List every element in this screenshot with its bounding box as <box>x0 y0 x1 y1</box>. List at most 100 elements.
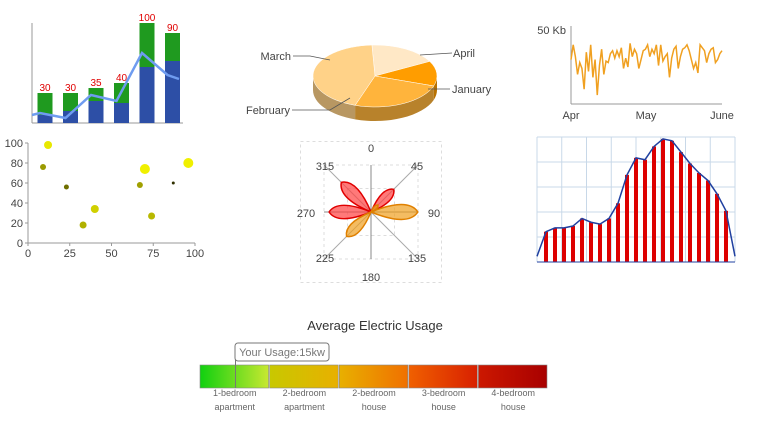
pie-slice <box>312 44 376 106</box>
gauge-segment-label: 2-bedroom <box>283 388 327 398</box>
gauge-title: Average Electric Usage <box>307 318 443 333</box>
bar-total-label: 30 <box>39 83 51 94</box>
pie-chart: April January February March <box>246 44 492 121</box>
area-bar <box>688 163 692 262</box>
scatter-point <box>183 158 194 168</box>
scatter-point <box>148 212 156 220</box>
pie-leader-line <box>293 55 331 61</box>
x-tick-label: 25 <box>64 248 76 260</box>
area-bar <box>706 180 710 262</box>
x-tick-label: May <box>636 110 657 122</box>
gauge-segment <box>338 364 409 389</box>
traffic-line-chart: 50 Kb Apr May June <box>537 25 734 122</box>
x-tick-label: 50 <box>105 248 117 260</box>
angle-label: 0 <box>368 143 374 155</box>
radar-chart: 0 45 90 135 180 225 270 315 <box>297 141 442 284</box>
stacked-bar-chart: 30 30 35 40 100 90 <box>31 13 183 124</box>
electric-usage-gauge: Average Electric Usage 1-bedroom apartmen… <box>199 318 548 412</box>
area-bar <box>562 227 566 262</box>
bar-total-label: 100 <box>139 13 156 24</box>
pie-slice-label: February <box>246 105 291 117</box>
scatter-point <box>90 205 99 213</box>
pie-slice-label: March <box>260 51 291 63</box>
pie-slice-label: April <box>453 48 475 60</box>
area-bar <box>661 138 665 262</box>
gauge-segment-label: 4-bedroom <box>491 388 535 398</box>
x-tick-label: June <box>710 110 734 122</box>
area-bar <box>553 227 557 262</box>
radar-petal <box>368 203 419 221</box>
area-bar <box>697 172 701 262</box>
y-tick-label: 80 <box>11 158 23 170</box>
area-bar <box>715 193 719 262</box>
area-bar <box>598 224 602 262</box>
angle-label: 135 <box>408 253 426 265</box>
gauge-segment-label: house <box>362 402 387 412</box>
scatter-point <box>44 141 53 149</box>
gauge-segment-label: house <box>431 402 456 412</box>
area-bar <box>643 159 647 262</box>
bar-segment <box>63 93 78 111</box>
x-tick-label: Apr <box>562 110 579 122</box>
angle-label: 90 <box>428 208 440 220</box>
bar-segment <box>37 93 53 115</box>
radar-petal <box>340 181 373 214</box>
gauge-segment-label: 2-bedroom <box>352 388 396 398</box>
area-bar <box>652 146 656 262</box>
y-tick-label: 50 Kb <box>537 25 566 37</box>
scatter-point <box>136 182 143 188</box>
pie-slice <box>354 75 435 108</box>
area-bar <box>724 210 728 262</box>
y-tick-label: 20 <box>11 218 23 230</box>
gauge-segment <box>269 364 339 389</box>
radar-petal <box>328 204 374 220</box>
trend-line <box>31 51 180 120</box>
area-bar <box>544 231 548 262</box>
bar-segment <box>63 111 78 123</box>
gauge-tooltip: Your Usage:15kw <box>239 347 325 359</box>
area-line <box>536 138 736 257</box>
radar-petal <box>345 210 373 238</box>
gauge-segment <box>199 364 269 389</box>
scatter-point <box>63 184 69 190</box>
y-tick-label: 60 <box>11 178 23 190</box>
y-tick-label: 0 <box>17 238 23 250</box>
traffic-line <box>570 42 723 96</box>
area-bar <box>607 218 611 262</box>
scatter-point <box>40 164 47 170</box>
bar-segment <box>37 115 53 123</box>
scatter-point <box>79 221 87 229</box>
gauge-segment-label: 3-bedroom <box>422 388 466 398</box>
pie-slice <box>371 44 431 77</box>
bar-segment <box>88 101 104 123</box>
angle-label: 225 <box>316 253 334 265</box>
y-tick-label: 40 <box>11 198 23 210</box>
area-bar <box>616 203 620 262</box>
x-tick-label: 75 <box>147 248 159 260</box>
scatter-point <box>171 181 175 185</box>
bar-total-label: 35 <box>90 78 102 89</box>
gauge-segment <box>408 364 478 389</box>
bar-segment <box>165 61 180 123</box>
scatter-chart: 0 20 40 60 80 100 0 25 50 75 100 <box>5 138 205 260</box>
pie-leader-line <box>292 97 351 111</box>
radar-grid <box>300 141 442 283</box>
angle-label: 45 <box>411 161 423 173</box>
gauge-segment <box>478 364 548 389</box>
gauge-tooltip-box <box>234 342 330 362</box>
bar-total-label: 90 <box>167 23 179 34</box>
bar-total-label: 40 <box>116 73 128 84</box>
area-bar <box>670 140 674 262</box>
area-bar <box>625 174 629 262</box>
bar-segment <box>114 103 129 123</box>
area-bar <box>679 152 683 262</box>
bar-total-label: 30 <box>65 83 77 94</box>
x-tick-label: 0 <box>25 248 31 260</box>
area-bar <box>634 157 638 262</box>
pie-slice-side <box>313 76 356 120</box>
angle-label: 270 <box>297 208 315 220</box>
gauge-segment-label: apartment <box>215 402 256 412</box>
gauge-segment-label: 1-bedroom <box>213 388 257 398</box>
angle-label: 180 <box>362 272 380 284</box>
